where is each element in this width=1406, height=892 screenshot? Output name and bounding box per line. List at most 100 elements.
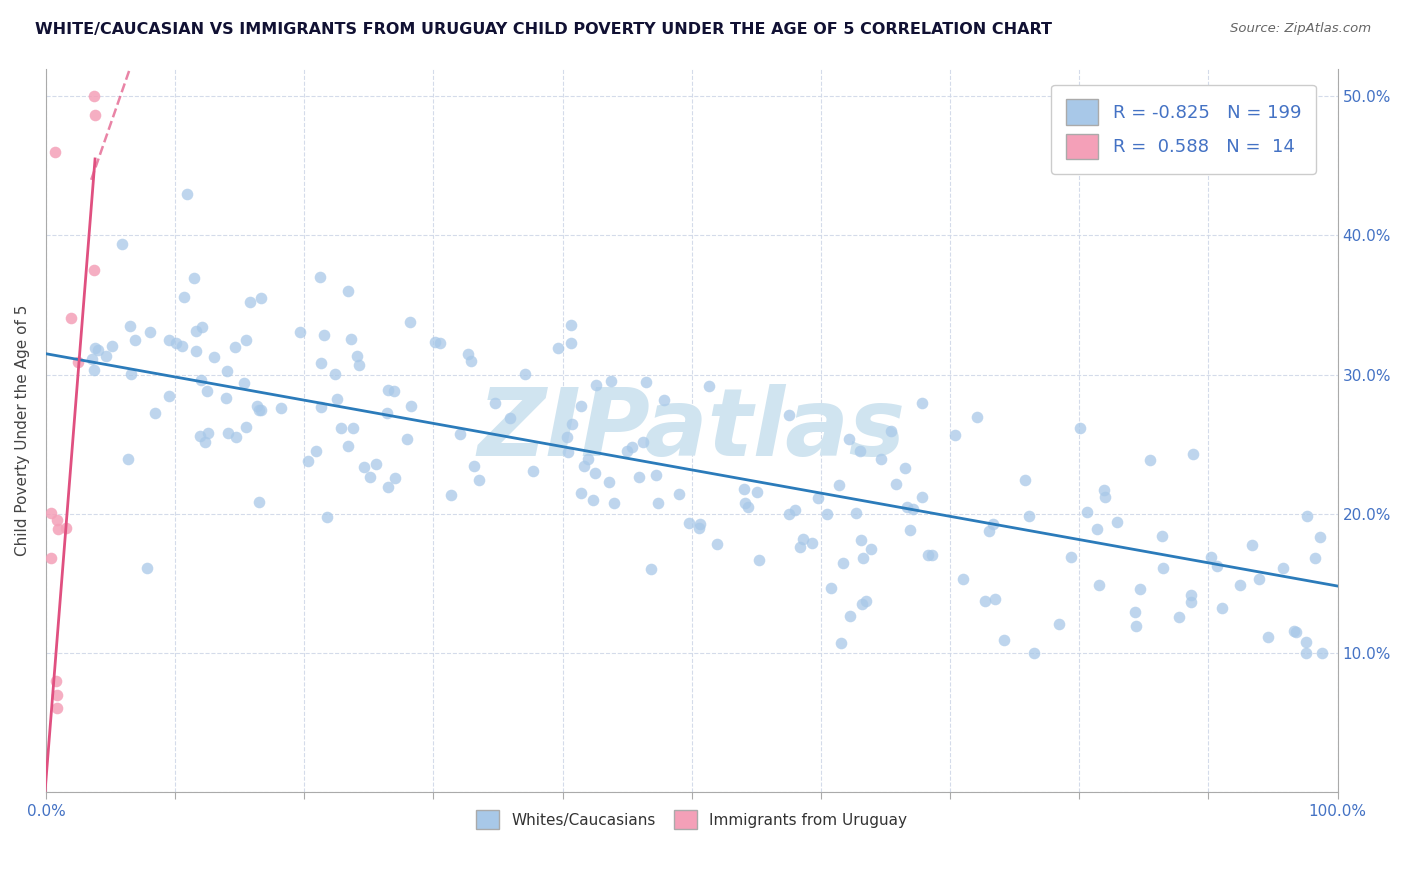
Point [1310,646,1333,660]
Point [1285,625,1308,640]
Point [678,516,700,530]
Point [364,458,387,472]
Point [499,411,522,425]
Point [323,367,346,381]
Point [184,324,207,338]
Point [598,475,620,489]
Point [423,334,446,349]
Point [44,145,66,159]
Point [981,516,1004,531]
Point [46,512,69,526]
Point [384,471,406,485]
Point [631,434,654,449]
Point [463,458,485,473]
Point [733,482,755,496]
Point [359,470,381,484]
Point [484,396,506,410]
Point [1180,588,1202,602]
Point [1247,572,1270,586]
Point [977,524,1000,538]
Point [246,400,269,414]
Point [309,356,332,370]
Point [1152,561,1174,575]
Text: Source: ZipAtlas.com: Source: ZipAtlas.com [1230,22,1371,36]
Point [165,336,187,351]
Point [1257,630,1279,644]
Point [560,335,582,350]
Point [83,362,105,376]
Point [896,500,918,514]
Point [1180,595,1202,609]
Point [288,326,311,340]
Point [943,428,966,442]
Point [668,487,690,501]
Point [522,464,544,478]
Point [911,395,934,409]
Point [1088,577,1111,591]
Point [966,409,988,424]
Point [250,402,273,417]
Point [585,378,607,392]
Point [340,332,363,346]
Point [399,315,422,329]
Point [46,522,69,536]
Point [627,470,650,484]
Point [640,562,662,576]
Point [190,320,212,334]
Point [217,426,239,441]
Point [983,592,1005,607]
Point [311,400,333,414]
Point [561,417,583,431]
Point [898,524,921,538]
Point [644,468,666,483]
Point [851,597,873,611]
Point [157,389,180,403]
Point [1125,619,1147,633]
Point [232,376,254,391]
Point [574,459,596,474]
Point [117,452,139,467]
Point [783,503,806,517]
Point [1018,508,1040,523]
Point [176,186,198,201]
Point [860,541,883,556]
Point [329,421,352,435]
Point [1206,558,1229,573]
Point [468,473,491,487]
Point [215,391,238,405]
Point [101,339,124,353]
Point [636,375,658,389]
Point [1181,447,1204,461]
Point [347,358,370,372]
Point [135,561,157,575]
Point [911,490,934,504]
Point [1309,530,1331,544]
Point [894,460,917,475]
Point [1014,473,1036,487]
Point [337,284,360,298]
Point [270,401,292,415]
Point [440,487,463,501]
Point [697,379,720,393]
Point [792,532,814,546]
Point [689,517,711,532]
Point [831,556,853,570]
Point [382,384,405,399]
Point [401,399,423,413]
Point [225,430,247,444]
Text: ZIPatlas: ZIPatlas [478,384,905,476]
Point [620,441,643,455]
Point [83,262,105,277]
Point [582,493,605,508]
Point [457,347,479,361]
Point [309,270,332,285]
Point [1229,578,1251,592]
Point [353,459,375,474]
Point [1271,561,1294,575]
Point [1060,550,1083,565]
Point [569,399,592,413]
Point [39,507,62,521]
Point [778,408,800,422]
Point [884,476,907,491]
Point [316,510,339,524]
